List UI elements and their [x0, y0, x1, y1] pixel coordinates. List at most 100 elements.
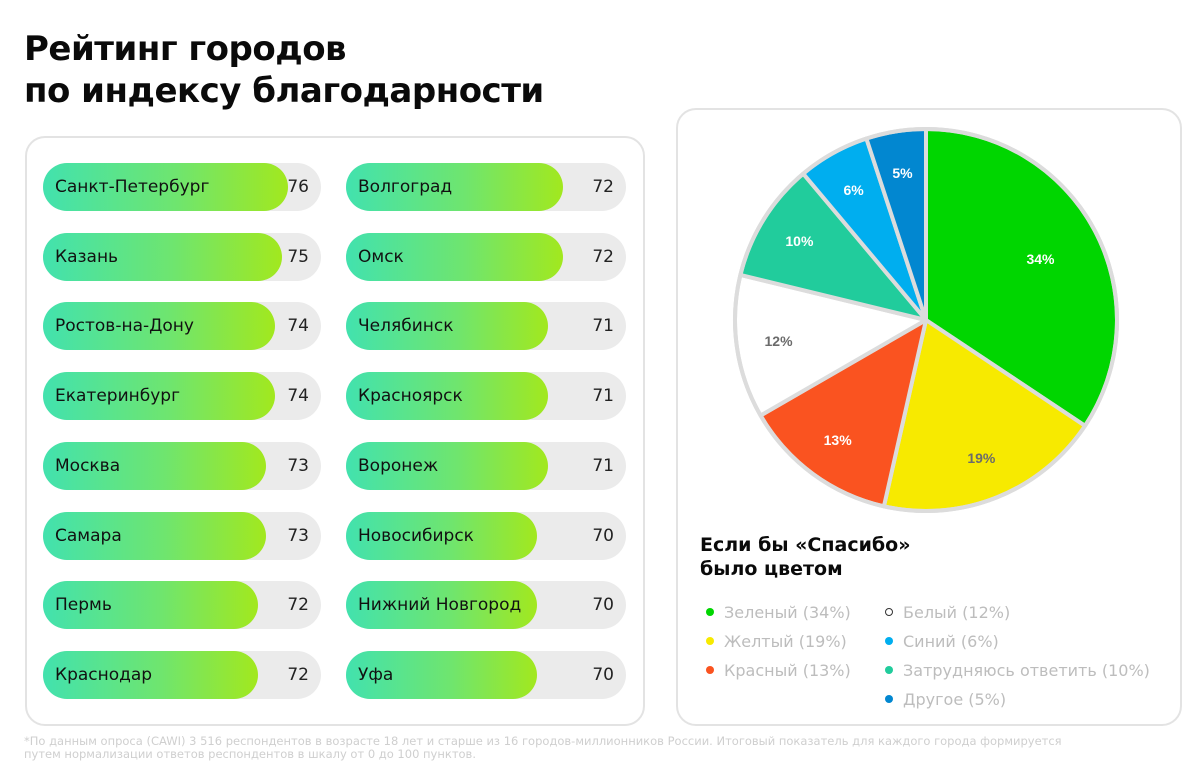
bar-fill: Красноярск [346, 372, 548, 420]
pie-slice-label: 34% [1026, 250, 1055, 267]
bar-fill: Самара [43, 512, 266, 560]
footnote: *По данным опроса (CAWI) 3 516 респонден… [24, 735, 1189, 761]
legend-item: Красный (13%) [706, 660, 851, 682]
bar-city-label: Омск [358, 247, 404, 267]
bar-row: Челябинск 71 [346, 302, 626, 350]
bar-fill: Воронеж [346, 442, 548, 490]
bar-city-label: Красноярск [358, 386, 463, 406]
bar-fill: Омск [346, 233, 563, 281]
bar-row: Омск 72 [346, 233, 626, 281]
bar-value: 73 [287, 456, 309, 476]
bar-city-label: Челябинск [358, 316, 454, 336]
legend-label: Другое (5%) [903, 690, 1007, 709]
ranking-panel [25, 136, 645, 726]
bar-city-label: Ростов-на-Дону [55, 316, 194, 336]
bar-row: Пермь 72 [43, 581, 321, 629]
bar-value: 76 [287, 177, 309, 197]
legend-item: Желтый (19%) [706, 631, 847, 653]
bar-city-label: Санкт-Петербург [55, 177, 210, 197]
bar-row: Ростов-на-Дону 74 [43, 302, 321, 350]
bar-city-label: Казань [55, 247, 119, 267]
bar-city-label: Уфа [358, 665, 394, 685]
bar-fill: Казань [43, 233, 282, 281]
bar-fill: Нижний Новгород [346, 581, 537, 629]
legend-item: Затрудняюсь ответить (10%) [885, 660, 1150, 682]
legend-item: Белый (12%) [885, 602, 1010, 624]
legend-color-dot-icon [885, 694, 893, 703]
bar-city-label: Новосибирск [358, 526, 474, 546]
legend-label: Затрудняюсь ответить (10%) [903, 661, 1150, 680]
legend-color-dot-icon [706, 607, 714, 616]
bar-value: 70 [592, 595, 614, 615]
legend-color-dot-icon [885, 607, 893, 616]
bar-fill: Москва [43, 442, 266, 490]
bar-value: 72 [592, 247, 614, 267]
bar-value: 70 [592, 665, 614, 685]
bar-fill: Пермь [43, 581, 258, 629]
pie-chart: 34% 19% 13% 12% 10% 6% 5% [730, 124, 1122, 516]
bar-row: Санкт-Петербург 76 [43, 163, 321, 211]
legend-label: Желтый (19%) [724, 632, 847, 651]
legend-label: Зеленый (34%) [724, 603, 851, 622]
pie-title-line2: было цветом [700, 558, 843, 580]
bar-value: 71 [592, 456, 614, 476]
bar-fill: Волгоград [346, 163, 563, 211]
bar-value: 70 [592, 526, 614, 546]
bar-city-label: Екатеринбург [55, 386, 181, 406]
bar-city-label: Воронеж [358, 456, 439, 476]
legend-item: Другое (5%) [885, 689, 1006, 711]
bar-row: Краснодар 72 [43, 651, 321, 699]
bar-city-label: Самара [55, 526, 122, 546]
bar-city-label: Москва [55, 456, 121, 476]
bar-fill: Краснодар [43, 651, 258, 699]
bar-fill: Ростов-на-Дону [43, 302, 275, 350]
bar-fill: Санкт-Петербург [43, 163, 288, 211]
bar-row: Новосибирск 70 [346, 512, 626, 560]
legend-item: Зеленый (34%) [706, 602, 851, 624]
bar-value: 72 [287, 595, 309, 615]
pie-slice-label: 10% [785, 233, 814, 250]
page-title: Рейтинг городов по индексу благодарности [24, 28, 544, 112]
pie-slice-label: 19% [967, 450, 996, 467]
bar-value: 71 [592, 316, 614, 336]
legend-label: Синий (6%) [903, 632, 999, 651]
legend-color-dot-icon [706, 665, 714, 674]
bar-fill: Уфа [346, 651, 537, 699]
bar-value: 73 [287, 526, 309, 546]
pie-slice-label: 13% [823, 431, 852, 448]
footnote-line2: путем нормализации ответов респондентов … [24, 747, 476, 761]
legend-color-dot-icon [885, 636, 893, 645]
bar-row: Самара 73 [43, 512, 321, 560]
bar-value: 74 [287, 386, 309, 406]
bar-row: Москва 73 [43, 442, 321, 490]
footnote-line1: *По данным опроса (CAWI) 3 516 респонден… [24, 734, 1062, 748]
bar-row: Казань 75 [43, 233, 321, 281]
page-title-line2: по индексу благодарности [24, 71, 544, 111]
bar-fill: Челябинск [346, 302, 548, 350]
legend-item: Синий (6%) [885, 631, 999, 653]
bar-city-label: Волгоград [358, 177, 453, 197]
legend-label: Красный (13%) [724, 661, 851, 680]
bar-value: 71 [592, 386, 614, 406]
bar-row: Красноярск 71 [346, 372, 626, 420]
page-title-line1: Рейтинг городов [24, 29, 347, 69]
bar-row: Волгоград 72 [346, 163, 626, 211]
pie-title-line1: Если бы «Спасибо» [700, 534, 911, 556]
bar-row: Екатеринбург 74 [43, 372, 321, 420]
pie-chart-title: Если бы «Спасибо» было цветом [700, 533, 1020, 581]
bar-row: Уфа 70 [346, 651, 626, 699]
bar-city-label: Краснодар [55, 665, 153, 685]
bar-row: Воронеж 71 [346, 442, 626, 490]
pie-slice-label: 5% [892, 164, 913, 181]
bar-fill: Екатеринбург [43, 372, 275, 420]
bar-value: 74 [287, 316, 309, 336]
legend-color-dot-icon [885, 665, 893, 674]
pie-slice-label: 6% [843, 181, 864, 198]
bar-row: Нижний Новгород 70 [346, 581, 626, 629]
bar-fill: Новосибирск [346, 512, 537, 560]
bar-value: 72 [287, 665, 309, 685]
legend-color-dot-icon [706, 636, 714, 645]
legend-label: Белый (12%) [903, 603, 1011, 622]
bar-city-label: Пермь [55, 595, 112, 615]
pie-outline [733, 127, 1119, 513]
